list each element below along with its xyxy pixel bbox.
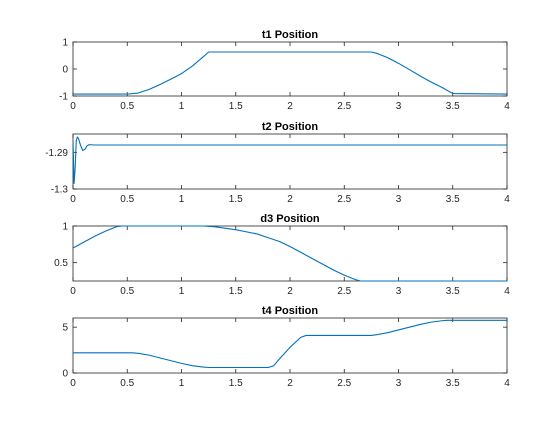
series-line [73,51,507,95]
series-line [73,136,507,185]
x-tick-label: 0.5 [120,286,134,297]
x-tick-label: 3 [396,194,402,205]
x-tick-label: 0.5 [120,194,134,205]
y-tick-label: 1 [62,222,68,233]
x-tick-label: 2 [287,378,293,389]
x-tick-label: 0.5 [120,101,134,112]
x-tick-label: 1 [179,286,185,297]
x-tick-label: 0 [70,286,76,297]
x-tick-label: 1.5 [229,378,243,389]
x-tick-label: 4 [504,286,510,297]
x-tick-label: 1.5 [229,286,243,297]
x-tick-label: 4 [504,378,510,389]
x-tick-label: 2.5 [337,101,351,112]
x-tick-label: 1 [179,194,185,205]
x-tick-label: 2 [287,194,293,205]
axes-box [72,133,508,190]
subplot-title: t1 Position [262,29,319,41]
x-tick-label: 1 [179,101,185,112]
x-tick-label: 3.5 [446,286,460,297]
x-tick-label: 4 [504,194,510,205]
x-tick-label: 2.5 [337,286,351,297]
subplot-2: 0 0.5 1 1.5 2 2.5 3 3.5 4 -1.3 -1.29 t2 Position [45,121,510,205]
x-tick-label: 0 [70,194,76,205]
x-tick-label: 3.5 [446,194,460,205]
subplot-title: t2 Position [262,121,319,133]
subplot-4: 0 0.5 1 1.5 2 2.5 3 3.5 4 0 5 t4 Position [62,305,510,389]
axes-box [72,225,508,282]
subplot-title: d3 Position [260,213,320,225]
y-tick-label: -1.3 [51,185,69,196]
y-tick-label: 0 [62,369,68,380]
y-tick-label: 0 [62,65,68,76]
series-line [73,319,507,369]
x-tick-label: 1.5 [229,101,243,112]
x-tick-label: 0 [70,101,76,112]
x-tick-label: 3.5 [446,378,460,389]
y-tick-label: -1.29 [45,148,68,159]
x-tick-label: 1.5 [229,194,243,205]
x-tick-label: 2 [287,101,293,112]
y-tick-label: -1 [59,92,68,103]
x-tick-label: 3 [396,286,402,297]
x-tick-label: 3 [396,378,402,389]
y-tick-label: 1 [62,38,68,49]
x-tick-label: 1 [179,378,185,389]
x-tick-label: 2.5 [337,194,351,205]
axes-box [72,317,508,374]
x-tick-label: 2.5 [337,378,351,389]
x-tick-label: 4 [504,101,510,112]
x-tick-label: 3.5 [446,101,460,112]
y-tick-label: 5 [62,323,68,334]
series-line [73,225,507,282]
subplot-3: 0 0.5 1 1.5 2 2.5 3 3.5 4 0.5 1 d3 Position [54,213,510,297]
y-tick-label: 0.5 [54,258,68,269]
subplot-title: t4 Position [262,305,319,317]
x-tick-label: 2 [287,286,293,297]
x-tick-label: 0.5 [120,378,134,389]
x-tick-label: 0 [70,378,76,389]
x-tick-label: 3 [396,101,402,112]
